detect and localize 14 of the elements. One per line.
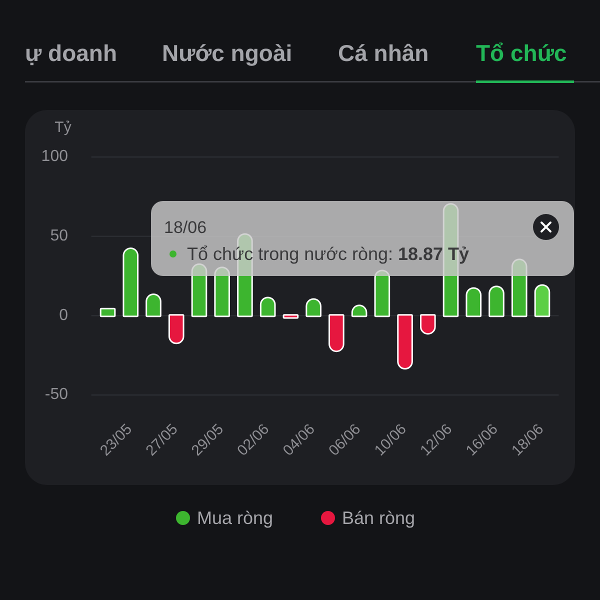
chart-title: Tổ chức [476,40,567,66]
annotation: 18/06 [164,218,207,237]
legend-label: Bán ròng [342,508,416,528]
y-tick-label: -50 [44,386,68,404]
legend-label: Mua ròng [197,508,274,528]
y-tick-label: 100 [41,148,68,166]
y-tick-label: 0 [59,306,68,324]
y-tick-label: 50 [50,228,68,245]
text: Cá nhân [338,40,429,66]
y-axis-title: Tỷ [54,118,72,136]
annotation: Tổ chức trong nước ròng: [187,244,393,264]
text: ự doanh [25,40,118,66]
annotation: 18.87 Tỷ [398,244,470,264]
text: Nước ngoài [162,40,292,66]
